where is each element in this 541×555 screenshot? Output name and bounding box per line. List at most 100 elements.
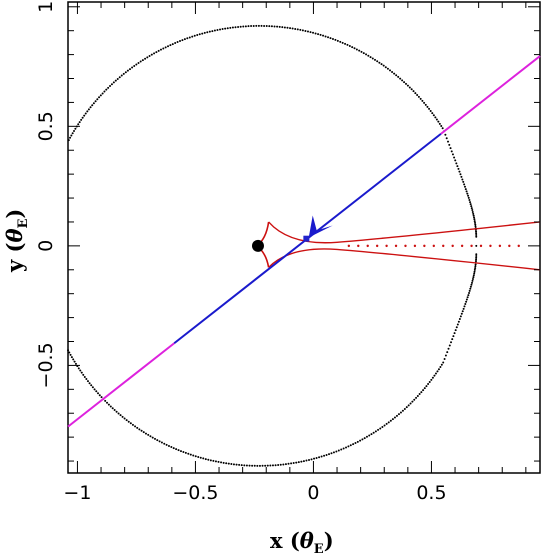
critical-curve-dot [100,396,103,399]
critical-curve-dot [268,25,271,28]
critical-curve-dot [175,448,178,451]
critical-curve-dot [206,31,209,34]
critical-curve-dot [238,463,241,466]
critical-curve-dot [147,433,150,436]
trajectory-outer-left [67,342,175,428]
critical-curve-dot [456,323,459,326]
caustic-dot [479,244,483,248]
critical-curve-dot [430,378,433,381]
critical-curve-dot [79,369,82,372]
critical-curve-dot [86,110,89,113]
critical-curve-dot [414,92,417,95]
critical-curve-dot [167,444,170,447]
critical-curve-dot [393,416,396,419]
critical-curve-dot [85,378,88,381]
caustic-dot [357,244,360,248]
critical-curve-dot [240,464,243,467]
critical-curve-dot [377,428,380,431]
critical-curve-dot [120,74,123,77]
critical-curve-dot [139,60,142,63]
critical-curve-dot [266,464,269,467]
critical-curve-dot [295,461,298,464]
critical-curve-dot [353,47,356,50]
critical-curve-dot [471,278,474,281]
critical-curve-dot [82,373,85,376]
critical-curve-dot [346,43,349,46]
critical-curve-dot [475,258,478,261]
critical-curve-dot [344,42,347,45]
critical-curve-dot [473,272,476,275]
critical-curve-dot [183,38,186,41]
critical-curve-dot [340,448,343,451]
critical-curve-dot [264,464,267,467]
critical-curve-dot [470,281,473,284]
critical-curve-dot [475,254,478,257]
critical-curve-dot [467,194,470,197]
critical-curve-dot [475,232,478,235]
critical-curve-dot [217,460,220,463]
critical-curve-dot [194,455,197,458]
critical-curve-dot [406,84,409,87]
critical-curve-dot [87,108,90,111]
critical-curve-dot [169,44,172,47]
caustic-dot [489,244,492,248]
critical-curve-dot [258,464,261,467]
critical-curve-dot [419,97,422,100]
critical-curve-dot [78,121,81,124]
caustic-dot [423,244,426,248]
critical-curve-dot [335,450,338,453]
critical-curve-dot [437,120,440,123]
critical-curve-dot [118,76,121,79]
critical-curve-dot [325,453,328,456]
critical-curve-dot [114,79,117,82]
critical-curve-dot [474,225,477,228]
critical-curve-dot [470,283,473,286]
critical-curve-dot [83,114,86,117]
x-tick-label: −0.5 [172,482,218,504]
plot-curves [67,24,541,467]
critical-curve-dot [164,46,167,49]
critical-curve-dot [106,401,109,404]
critical-curve-dot [69,136,72,139]
critical-curve-dot [387,421,390,424]
critical-curve-dot [426,105,429,108]
critical-curve-dot [163,442,166,445]
critical-curve-dot [385,422,388,425]
critical-curve-dot [283,26,286,29]
critical-curve-dot [153,437,156,440]
critical-curve-dot [475,244,478,247]
critical-curve-dot [178,40,181,43]
critical-curve-dot [299,28,302,31]
critical-curve-dot [439,365,442,368]
critical-curve-dot [475,235,478,238]
caustic-dot [413,244,417,248]
critical-curve-dot [453,332,456,335]
critical-curve-dot [121,415,124,418]
caustic-dot [442,244,445,248]
critical-curve-dot [415,396,418,399]
critical-curve-dot [192,454,195,457]
critical-curve-dot [80,371,83,374]
critical-curve-dot [186,37,189,40]
critical-curve-dot [461,178,464,181]
critical-curve-dot [323,454,326,457]
critical-curve-dot [380,63,383,66]
critical-curve-dot [453,156,456,159]
critical-curve-dot [423,101,426,104]
critical-curve-dot [276,25,279,28]
critical-curve-dot [95,390,98,393]
critical-curve-dot [463,305,466,308]
critical-curve-dot [297,461,300,464]
critical-curve-dot [429,110,432,113]
critical-curve-dot [89,106,92,109]
critical-curve-dot [438,122,441,125]
critical-curve-dot [69,353,72,356]
critical-curve-dot [314,32,317,35]
critical-curve-dot [71,132,74,135]
critical-curve-dot [261,464,264,467]
critical-curve-dot [229,26,232,29]
critical-curve-dot [162,47,165,50]
critical-curve-dot [136,426,139,429]
critical-curve-dot [160,441,163,444]
